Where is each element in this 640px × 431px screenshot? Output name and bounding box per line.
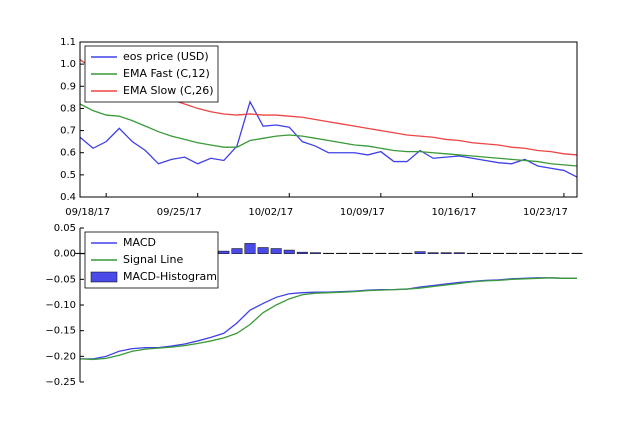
series-line: [79, 103, 578, 167]
y-tick-label: −0.10: [45, 300, 76, 311]
series-line: [79, 277, 577, 361]
x-tick-label: 10/02/17: [248, 207, 293, 218]
legend-label: Signal Line: [123, 253, 183, 266]
y-tick-label: −0.05: [45, 274, 76, 285]
histogram-bar: [309, 252, 321, 254]
legend-label: EMA Slow (C,26): [123, 84, 213, 97]
histogram-bar: [283, 249, 295, 254]
histogram-bar: [453, 252, 465, 254]
x-tick-label: 10/23/17: [523, 207, 568, 218]
y-tick-label: 0.9: [60, 81, 76, 92]
histogram-bar: [270, 248, 282, 254]
y-tick-label: 0.00: [54, 249, 76, 260]
histogram-bar: [427, 252, 439, 254]
histogram-bar: [231, 248, 243, 254]
y-tick-label: −0.20: [45, 351, 76, 362]
y-tick-label: 0.8: [60, 103, 76, 114]
x-tick-label: 10/09/17: [340, 207, 385, 218]
axes-frame: [79, 41, 578, 198]
histogram-bar: [401, 252, 413, 254]
histogram-bar: [388, 252, 400, 254]
histogram-bar: [296, 251, 308, 254]
histogram-bar: [375, 252, 387, 254]
legend-label: MACD: [123, 236, 156, 249]
y-tick-label: 0.4: [60, 192, 76, 203]
series-line: [79, 100, 578, 178]
histogram-bar: [571, 252, 583, 254]
y-tick-label: −0.25: [45, 377, 76, 388]
histogram-bar: [506, 252, 518, 254]
y-tick-label: 0.05: [54, 223, 76, 234]
histogram-bar: [545, 252, 557, 254]
y-tick-label: 1.0: [60, 59, 76, 70]
histogram-bar: [479, 252, 491, 254]
histogram-bar: [558, 252, 570, 254]
y-tick-label: 0.5: [60, 170, 76, 181]
histogram-bar: [323, 252, 334, 254]
y-tick-label: −0.15: [45, 326, 76, 337]
histogram-bar: [349, 252, 361, 254]
legend-swatch: [90, 271, 118, 283]
histogram-bar: [362, 252, 374, 254]
histogram-bar: [519, 252, 531, 254]
legend-label: EMA Fast (C,12): [123, 67, 210, 80]
y-tick-label: 1.1: [60, 37, 76, 48]
histogram-bar: [244, 243, 256, 254]
x-tick-label: 09/25/17: [157, 207, 202, 218]
histogram-bar: [218, 250, 230, 254]
histogram-bar: [532, 252, 544, 254]
y-tick-label: 0.7: [60, 126, 76, 137]
legend-label: MACD-Histogram: [123, 270, 217, 283]
histogram-bar: [493, 252, 505, 254]
x-tick-label: 10/16/17: [431, 207, 476, 218]
y-tick-label: 0.6: [60, 148, 76, 159]
x-tick-label: 09/18/17: [65, 207, 110, 218]
histogram-bar: [336, 252, 348, 254]
histogram-bar: [466, 252, 478, 254]
histogram-bar: [440, 252, 452, 254]
histogram-bar: [257, 247, 269, 254]
histogram-bar: [414, 251, 426, 254]
legend-label: eos price (USD): [123, 50, 209, 63]
series-line: [80, 277, 577, 360]
